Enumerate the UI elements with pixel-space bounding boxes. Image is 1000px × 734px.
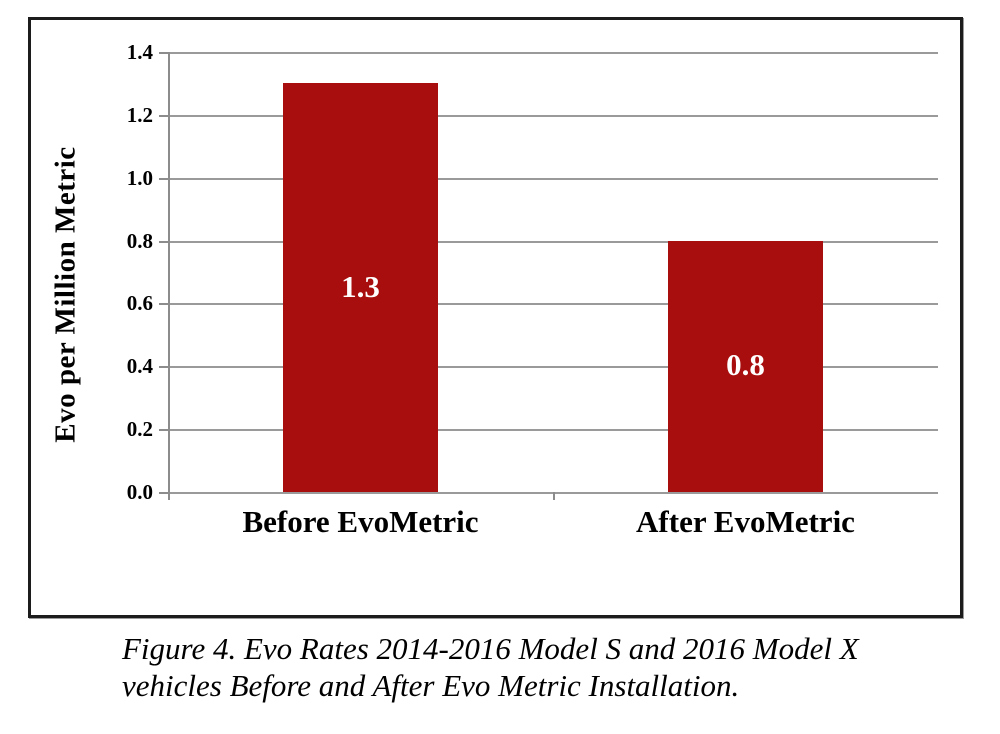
y-axis-tick — [159, 114, 168, 117]
y-axis-tick — [159, 429, 168, 432]
gridline — [168, 366, 938, 369]
bar — [668, 240, 823, 492]
figure-caption-line1: Figure 4. Evo Rates 2014-2016 Model S an… — [122, 631, 859, 666]
figure-caption: Figure 4. Evo Rates 2014-2016 Model S an… — [122, 630, 942, 704]
y-tick-label: 0.0 — [126, 480, 153, 504]
plot-area: 0.0 0.2 0.4 0.6 0.8 1.0 1.2 1.4 1.3 Before EvoMet… — [31, 20, 960, 615]
x-category-label: Before EvoMetric — [242, 504, 479, 539]
gridline — [168, 177, 938, 180]
y-axis-tick — [159, 240, 168, 243]
y-axis-tick — [159, 177, 168, 180]
y-axis-tick — [159, 303, 168, 306]
y-tick-label: 1.2 — [126, 102, 153, 127]
gridline — [168, 114, 938, 117]
bar-value-label: 0.8 — [726, 347, 765, 383]
y-axis-tick — [159, 366, 168, 369]
y-tick-label: 0.6 — [126, 291, 153, 316]
bar-value-label: 1.3 — [341, 268, 380, 304]
x-axis-tick — [553, 492, 555, 500]
figure-caption-line2: vehicles Before and After Evo Metric Ins… — [122, 668, 740, 703]
y-tick-label: 1.4 — [126, 40, 153, 64]
y-axis-tick — [159, 52, 168, 54]
y-tick-label: 1.0 — [126, 165, 153, 190]
y-tick-label: 0.2 — [126, 417, 153, 442]
gridline — [168, 429, 938, 432]
y-axis-line — [168, 52, 170, 500]
bar — [283, 83, 438, 492]
gridline — [168, 303, 938, 306]
y-axis-tick — [159, 492, 168, 494]
figure-box: Evo per Million Metric 0.0 0.2 0.4 0.6 0.8 1.… — [28, 17, 963, 618]
gridline — [168, 52, 938, 54]
x-category-label: After EvoMetric — [636, 504, 855, 539]
y-tick-label: 0.8 — [126, 228, 153, 253]
gridline — [168, 240, 938, 243]
y-tick-label: 0.4 — [126, 354, 153, 379]
